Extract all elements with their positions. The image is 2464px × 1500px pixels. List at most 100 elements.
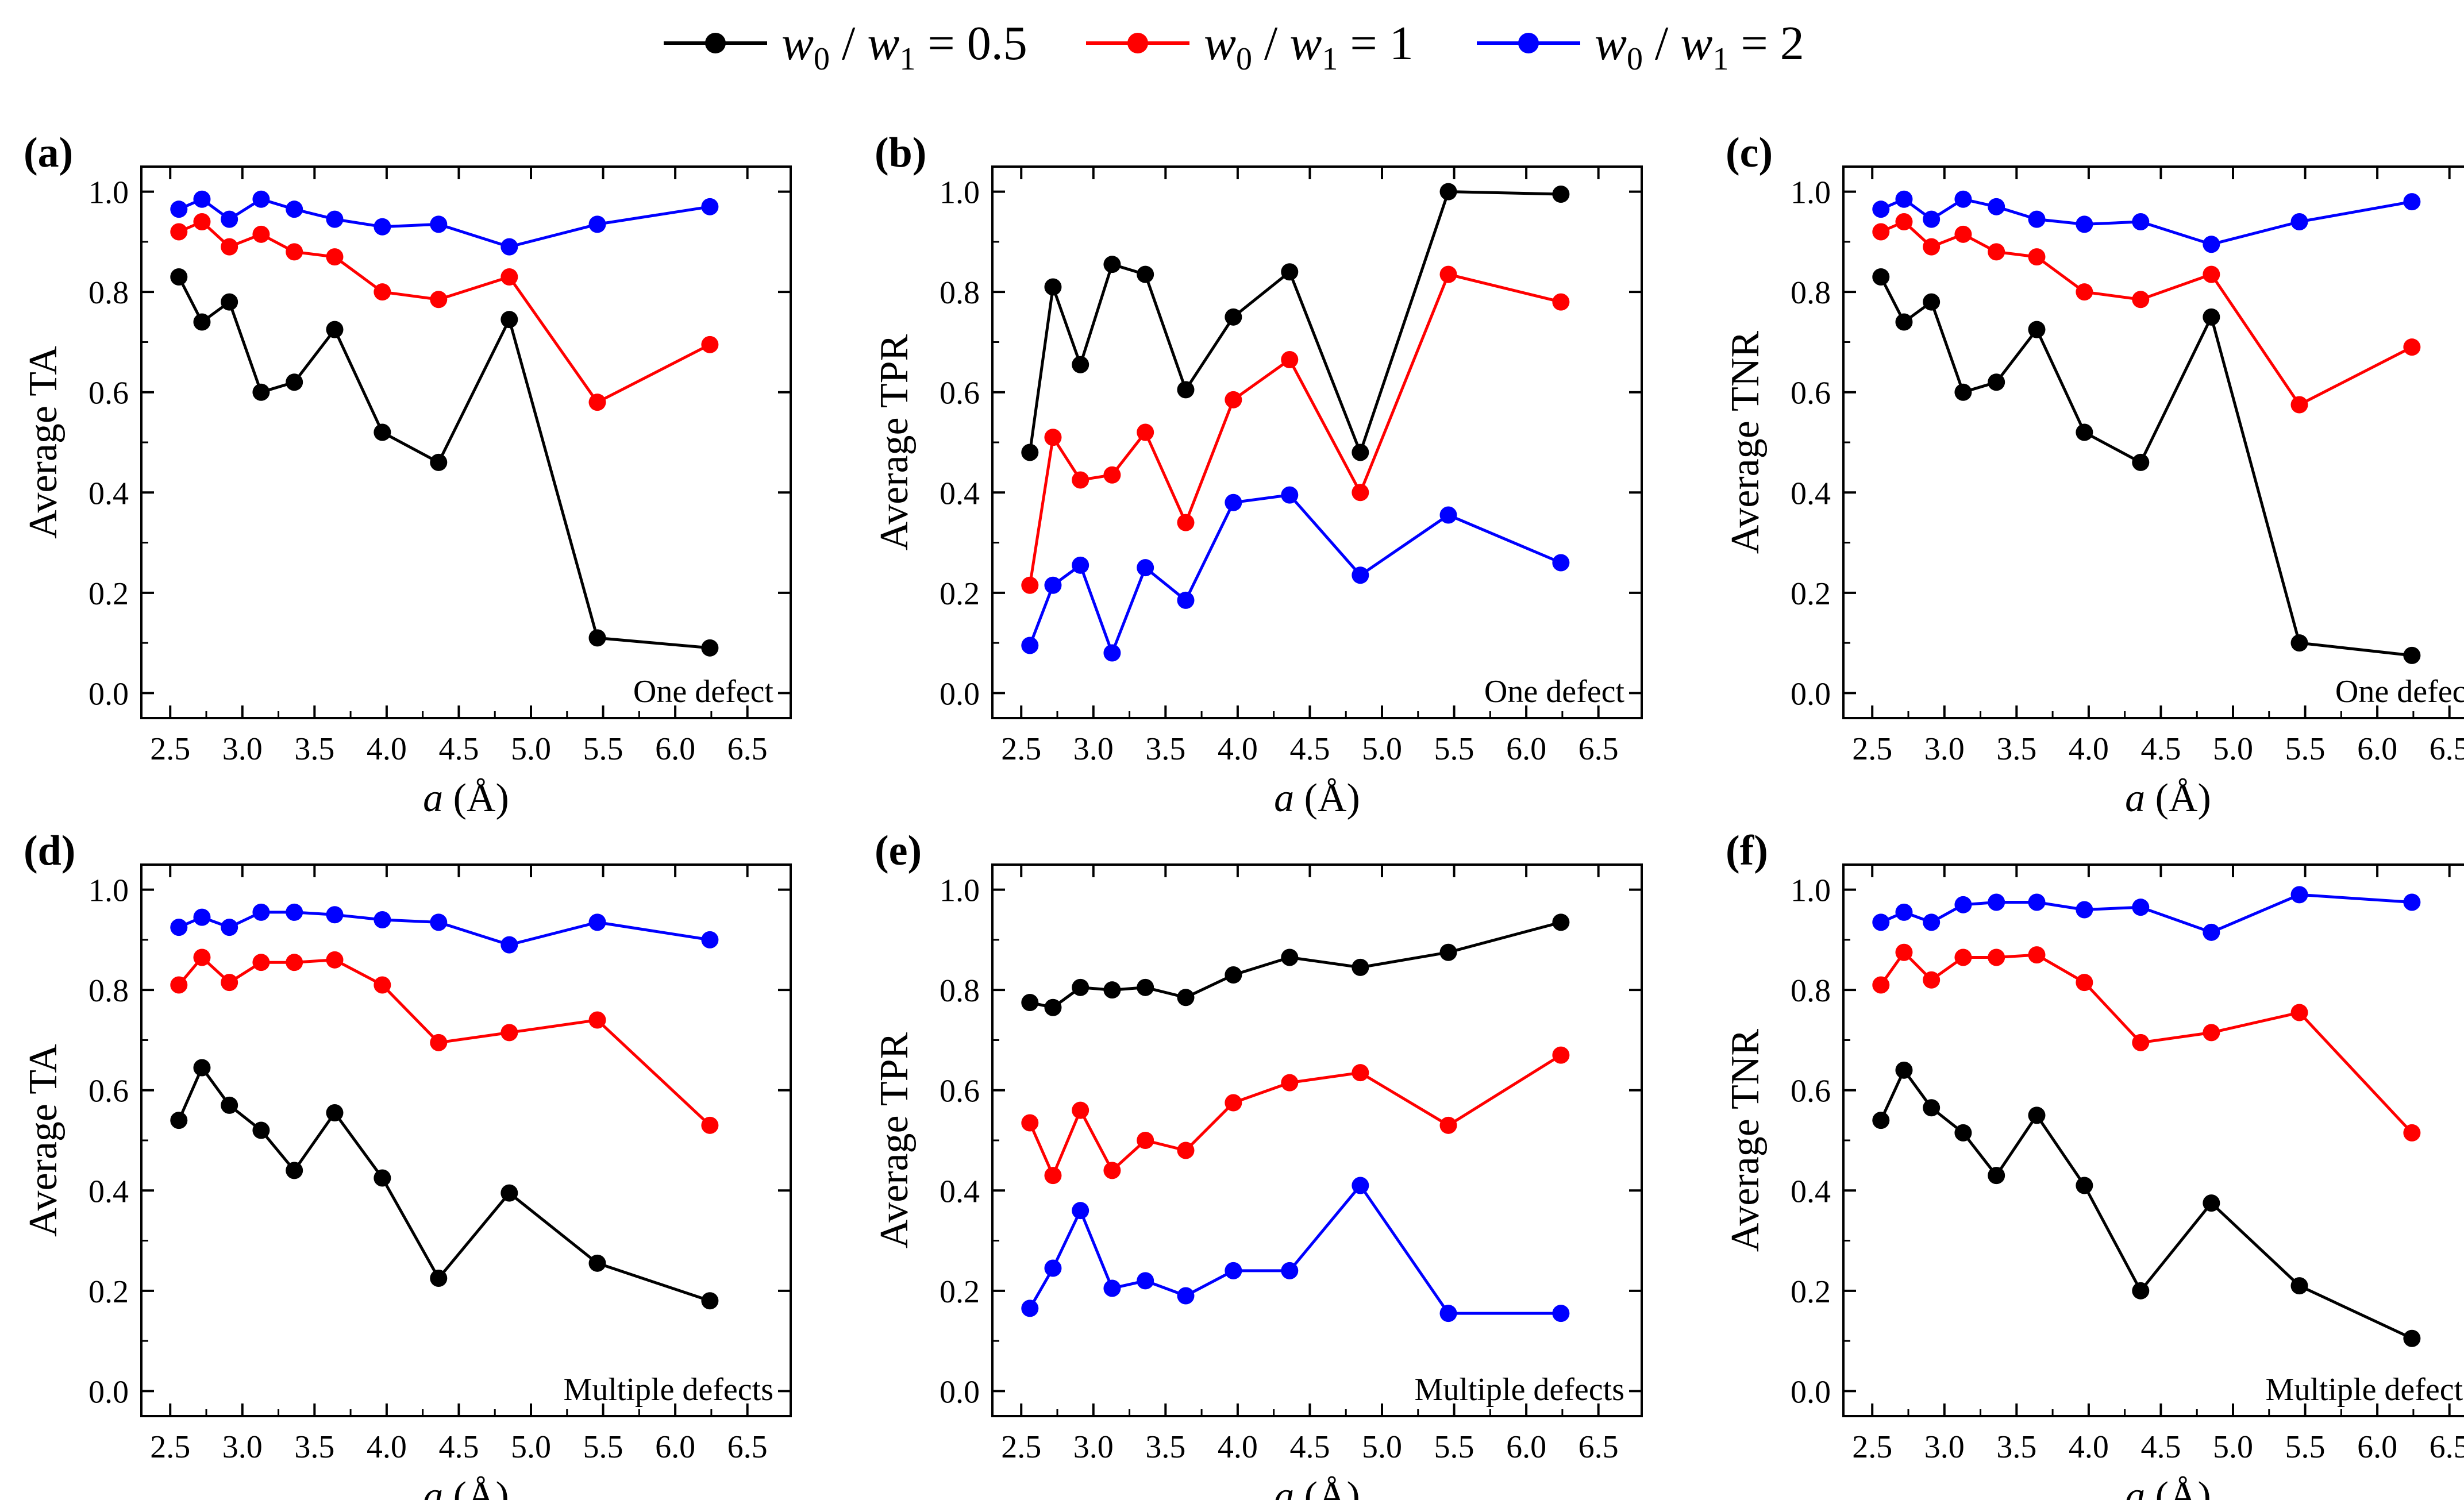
data-point (1923, 293, 1941, 311)
x-tick-label: 6.0 (1506, 1429, 1546, 1465)
data-point (2403, 646, 2421, 664)
data-point (1439, 183, 1457, 200)
x-tick-label: 2.5 (150, 731, 190, 767)
series-line-1 (178, 220, 711, 404)
data-point (1044, 998, 1062, 1016)
data-point (1872, 1112, 1890, 1129)
data-point (1044, 1259, 1062, 1277)
x-tick-label: 4.0 (367, 731, 407, 767)
series-line-1 (1880, 220, 2413, 406)
legend-sub0: 0 (814, 41, 830, 77)
data-point (221, 1096, 238, 1114)
data-point (1044, 1167, 1062, 1185)
data-point (1552, 186, 1570, 203)
legend-sep: / (830, 17, 867, 70)
x-tick-label: 4.0 (367, 1429, 407, 1465)
y-tick-label: 0.0 (88, 1374, 129, 1410)
data-point (1895, 313, 1913, 331)
legend: w0 / w1 = 0.5 w0 / w1 = 1 w0 / w1 = 2 (664, 17, 1804, 77)
x-tick-label: 6.5 (1578, 1429, 1619, 1465)
panel-f: 2.5 3.0 3.5 4.0 4.5 5.0 5.5 6.0 6.5 0.0 0.2 0.4 0.6 0… (1723, 827, 2464, 1500)
y-tick-label: 0.4 (88, 476, 129, 511)
data-point (1137, 978, 1154, 996)
y-tick-label: 0.2 (88, 576, 129, 612)
data-point (1281, 1262, 1299, 1279)
x-tick-label: 4.5 (438, 1429, 479, 1465)
data-point (221, 293, 238, 311)
panels: 2.5 3.0 3.5 4.0 4.5 5.0 5.5 6.0 6.5 0.0 0.2 0.4 0.6 0… (21, 129, 2464, 1500)
data-point (1225, 1262, 1242, 1279)
data-point (430, 291, 448, 309)
data-point (1352, 1064, 1369, 1082)
data-point (500, 936, 518, 954)
y-tick-label: 0.2 (1791, 1274, 1831, 1310)
x-axis-label-unit: (Å) (1294, 776, 1360, 820)
data-point (326, 210, 344, 228)
data-point (430, 453, 448, 471)
data-point (1895, 943, 1913, 961)
plot-frame (140, 863, 792, 1417)
y-tick-label: 0.8 (940, 973, 980, 1009)
legend-marker (1518, 33, 1539, 53)
x-tick-label: 2.5 (1852, 1429, 1892, 1465)
y-axis-label: Average TA (21, 1044, 66, 1237)
y-axis-label: Average TA (21, 346, 66, 539)
data-point (2203, 265, 2220, 283)
data-point (1439, 506, 1457, 524)
x-tick-label: 4.5 (1289, 731, 1330, 767)
data-point (2132, 1282, 2150, 1300)
data-point (1103, 981, 1121, 999)
data-point (2403, 1124, 2421, 1142)
x-tick-label: 5.0 (511, 1429, 551, 1465)
data-point (1021, 637, 1039, 654)
x-tick-label: 2.5 (1852, 731, 1892, 767)
x-tick-label: 5.5 (583, 1429, 623, 1465)
legend-entry-1: w0 / w1 = 1 (1086, 17, 1414, 77)
series-line-1 (1029, 1054, 1562, 1177)
data-point (1177, 1142, 1195, 1159)
legend-sub1: 1 (899, 41, 915, 77)
data-point (1895, 903, 1913, 921)
data-point (2290, 1004, 2308, 1021)
data-point (252, 383, 270, 401)
y-tick-label: 0.0 (1791, 676, 1831, 712)
data-point (374, 423, 391, 441)
data-point (588, 394, 606, 411)
panel-e: 2.5 3.0 3.5 4.0 4.5 5.0 5.5 6.0 6.5 0.0 0.2 0.4 0.6 0… (872, 827, 1643, 1500)
data-point (170, 200, 188, 218)
data-point (500, 238, 518, 256)
x-tick-label: 6.0 (655, 731, 695, 767)
data-point (1439, 1116, 1457, 1134)
data-point (2076, 901, 2093, 919)
x-axis-label-unit: (Å) (2145, 1474, 2211, 1500)
y-tick-label: 0.8 (88, 973, 129, 1009)
data-point (500, 1184, 518, 1202)
data-point (286, 373, 303, 391)
y-tick-label: 0.6 (1791, 376, 1831, 411)
data-point (170, 268, 188, 286)
data-point (170, 223, 188, 241)
plot-frame (991, 863, 1643, 1417)
data-point (588, 1011, 606, 1029)
data-point (1954, 383, 1972, 401)
data-point (1177, 514, 1195, 531)
panel-label: (f) (1726, 827, 1768, 874)
x-axis-label: a (Å) (1274, 1474, 1360, 1500)
plot-frame (140, 165, 792, 719)
y-tick-label: 0.2 (940, 576, 980, 612)
data-point (2403, 338, 2421, 356)
data-point (500, 268, 518, 286)
data-point (1872, 913, 1890, 931)
data-point (2028, 210, 2046, 228)
plot-frame (1842, 863, 2464, 1417)
data-point (701, 931, 719, 948)
x-tick-label: 6.5 (727, 1429, 768, 1465)
data-point (2203, 923, 2220, 941)
data-point (374, 1169, 391, 1187)
data-point (286, 243, 303, 261)
data-point (1439, 265, 1457, 283)
y-tick-label: 0.6 (1791, 1074, 1831, 1109)
data-point (1021, 576, 1039, 594)
panel-label: (a) (24, 129, 73, 176)
y-tick-label: 1.0 (940, 873, 980, 909)
